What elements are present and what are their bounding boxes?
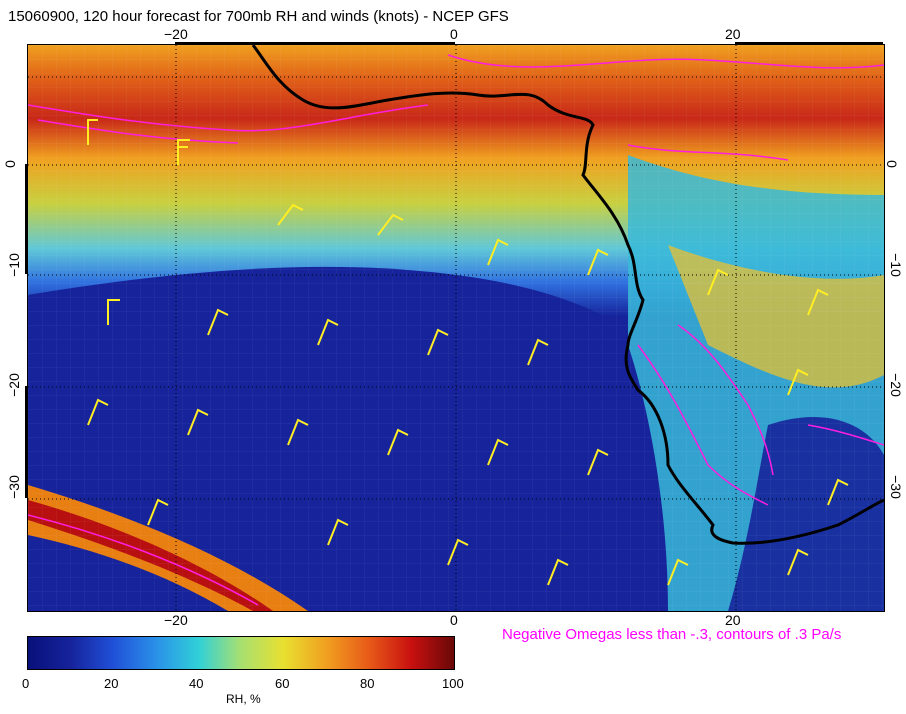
left-lat-tick-label: 0 — [1, 160, 18, 168]
model-grid-overlay — [28, 45, 884, 611]
rh-map-canvas — [28, 45, 884, 611]
left-lat-tick-label: −10 — [5, 253, 22, 277]
colorbar-tick-label: 80 — [360, 676, 375, 691]
left-lat-tick-label: −20 — [5, 373, 22, 397]
rh-colorbar — [27, 636, 455, 670]
colorbar-tick-label: 100 — [442, 676, 464, 691]
top-lon-tick-label: −20 — [164, 26, 188, 42]
colorbar-label: RH, % — [226, 692, 261, 706]
right-lat-tick-label: −20 — [887, 373, 904, 397]
omega-legend-note: Negative Omegas less than -.3, contours … — [502, 626, 842, 643]
wind-barbs — [87, 119, 849, 586]
right-lat-tick-label: 0 — [883, 160, 900, 168]
colorbar-tick-label: 40 — [189, 676, 204, 691]
rh-map — [27, 44, 885, 612]
left-lat-tick-label: −30 — [5, 475, 22, 499]
colorbar-tick-label: 60 — [275, 676, 290, 691]
colorbar-tick-label: 0 — [22, 676, 30, 691]
colorbar-tick-label: 20 — [104, 676, 119, 691]
top-lon-tick-label: 0 — [450, 26, 458, 42]
map-title: 15060900, 120 hour forecast for 700mb RH… — [8, 8, 509, 25]
top-lon-tick-label: 20 — [725, 26, 741, 42]
bottom-lon-tick-label: −20 — [164, 612, 188, 628]
graticule — [28, 45, 884, 611]
bottom-lon-tick-label: 0 — [450, 612, 458, 628]
bottom-lon-tick-label: 20 — [725, 612, 741, 628]
right-lat-tick-label: −10 — [887, 253, 904, 277]
omega-contours — [28, 54, 884, 606]
coastline — [251, 45, 884, 545]
right-lat-tick-label: −30 — [887, 475, 904, 499]
